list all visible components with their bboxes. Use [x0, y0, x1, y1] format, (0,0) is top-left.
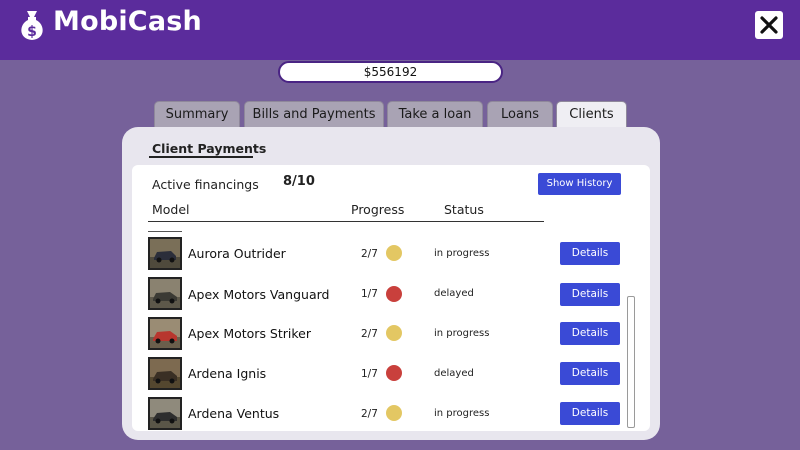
progress-value: 2/7: [361, 328, 378, 340]
model-name: Ardena Ventus: [188, 406, 280, 421]
car-thumbnail: [148, 237, 182, 270]
tab-take-a-loan[interactable]: Take a loan: [387, 101, 483, 128]
app-title: MobiCash: [53, 6, 202, 37]
model-name: Aurora Outrider: [188, 246, 286, 261]
details-button[interactable]: Details: [560, 242, 620, 265]
status-indicator-yellow: [386, 325, 402, 341]
car-thumbnail: [148, 357, 182, 390]
model-name: Apex Motors Striker: [188, 326, 312, 341]
model-name: Apex Motors Vanguard: [188, 287, 330, 302]
active-financings-label: Active financings: [152, 177, 259, 192]
status-indicator-yellow: [386, 405, 402, 421]
progress-value: 1/7: [361, 368, 378, 380]
status-text: in progress: [434, 248, 490, 259]
tab-summary[interactable]: Summary: [154, 101, 240, 128]
status-indicator-yellow: [386, 245, 402, 261]
tab-clients[interactable]: Clients: [556, 101, 627, 128]
column-header-model: Model: [152, 202, 190, 217]
list-top-divider: [148, 231, 182, 232]
progress-value: 2/7: [361, 408, 378, 420]
car-thumbnail: [148, 277, 182, 310]
tab-loans[interactable]: Loans: [487, 101, 553, 128]
top-bar: $ MobiCash: [0, 0, 800, 60]
car-thumbnail: [148, 317, 182, 350]
model-name: Ardena Ignis: [188, 366, 267, 381]
header-divider: [148, 221, 544, 222]
status-text: delayed: [434, 368, 474, 379]
show-history-button[interactable]: Show History: [538, 173, 621, 195]
details-button[interactable]: Details: [560, 362, 620, 385]
status-indicator-red: [386, 286, 402, 302]
tab-bills-and-payments[interactable]: Bills and Payments: [244, 101, 384, 128]
status-text: delayed: [434, 288, 474, 299]
details-button[interactable]: Details: [560, 283, 620, 306]
column-header-progress: Progress: [351, 202, 405, 217]
active-financings-count: 8/10: [283, 174, 315, 189]
close-icon: [760, 16, 778, 34]
section-title: Client Payments: [152, 141, 267, 156]
close-button[interactable]: [755, 11, 783, 39]
progress-value: 1/7: [361, 288, 378, 300]
status-text: in progress: [434, 328, 490, 339]
car-thumbnail: [148, 397, 182, 430]
balance-display: $556192: [278, 61, 503, 83]
details-button[interactable]: Details: [560, 402, 620, 425]
money-bag-icon: $: [21, 11, 43, 40]
column-header-status: Status: [444, 202, 484, 217]
status-text: in progress: [434, 408, 490, 419]
status-indicator-red: [386, 365, 402, 381]
list-scrollbar[interactable]: [627, 296, 635, 428]
progress-value: 2/7: [361, 248, 378, 260]
section-title-underline: [149, 156, 253, 158]
details-button[interactable]: Details: [560, 322, 620, 345]
svg-text:$: $: [27, 24, 37, 40]
